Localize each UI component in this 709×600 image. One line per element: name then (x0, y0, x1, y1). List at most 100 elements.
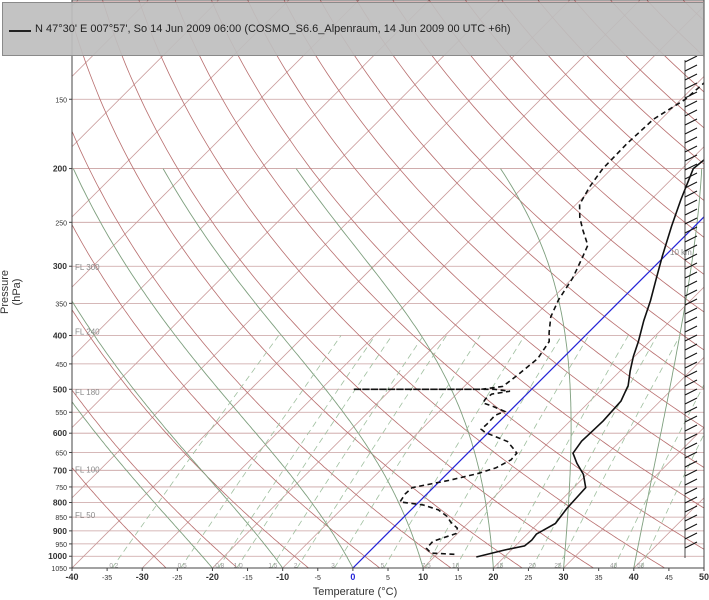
y-tick-label: 950 (55, 542, 67, 549)
legend: N 47°30' E 007°57', So 14 Jun 2009 06:00… (2, 2, 704, 56)
wind-barb (684, 199, 698, 207)
x-tick-label: 0 (350, 572, 355, 582)
x-tick-label: -35 (102, 575, 112, 582)
wind-barb (684, 172, 698, 180)
mixing-ratio-label: 1.0 (234, 562, 243, 569)
wind-barb (684, 226, 698, 234)
y-axis: 150 200 250 300 350 400 450 500 550 600 650 700 750 8… (48, 97, 72, 573)
y-tick-label: 900 (53, 526, 67, 536)
dry-adiabat (319, 0, 704, 390)
x-tick-label: 15 (454, 575, 462, 582)
dry-adiabat (72, 308, 309, 568)
mixing-ratio-line (236, 335, 393, 568)
y-axis-label: Pressure (hPa) (0, 269, 23, 315)
x-tick-label: 40 (629, 572, 639, 582)
x-tick-label: -15 (242, 575, 252, 582)
wind-barb (684, 487, 698, 495)
y-tick-label: 650 (55, 450, 67, 457)
wind-barb (684, 109, 698, 117)
wind-barb (684, 235, 698, 243)
mixing-ratio-line (296, 335, 447, 568)
wind-barb (684, 262, 698, 270)
wind-barbs (684, 55, 698, 558)
mixing-ratio-label: 0.5 (178, 562, 187, 569)
wind-barb (684, 469, 698, 477)
wind-barb (684, 352, 698, 360)
wind-barb (684, 532, 698, 540)
wind-barb (684, 298, 698, 306)
wind-barb (684, 127, 698, 135)
mixing-ratio-line (271, 335, 424, 568)
moist-adiabat (72, 401, 213, 568)
mixing-ratio-label: 0.8 (215, 562, 224, 569)
x-axis: -40 -35 -30 -25 -20 -15 -10 -5 0 5 10 15 20 25 30 35 40 4… (65, 568, 709, 582)
wind-barb (684, 163, 698, 171)
x-tick-label: 50 (699, 572, 709, 582)
height-label: 10 km (670, 248, 692, 257)
mixing-ratio-label: 10 (452, 562, 460, 569)
y-tick-label: 850 (55, 515, 67, 522)
mixing-ratio-label: 25 (554, 562, 562, 569)
temperature-profile (476, 158, 704, 558)
mixing-ratio-line (455, 335, 590, 568)
grid-layer: 0.2 0.5 0.8 1.0 1.5 2 3 5 7.5 10 15 20 25 40 50 (72, 0, 704, 569)
mixing-ratio-line (531, 335, 658, 568)
wind-barb (684, 190, 698, 198)
y-tick-label: 800 (53, 497, 67, 507)
x-tick-label: 5 (386, 575, 390, 582)
mixing-ratio-line (557, 335, 681, 568)
dry-adiabat (102, 0, 594, 568)
x-tick-label: -40 (65, 572, 78, 582)
mixing-ratio-line (613, 383, 704, 568)
mixing-ratio-label: 1.5 (268, 562, 277, 569)
dry-adiabat (392, 0, 704, 313)
dry-adiabat (138, 0, 665, 568)
y-tick-label: 750 (55, 485, 67, 492)
wind-barb (684, 136, 698, 144)
wind-barb (684, 289, 698, 297)
wind-barb (684, 397, 698, 405)
y-tick-label: 200 (53, 164, 67, 174)
y-tick-label: 1050 (51, 566, 67, 573)
flight-level-label: FL 300 (75, 263, 100, 272)
legend-label: N 47°30' E 007°57', So 14 Jun 2009 06:00… (35, 23, 511, 35)
wind-barb (684, 424, 698, 432)
wind-barb (684, 505, 698, 513)
dry-adiabat (72, 466, 167, 568)
y-tick-label: 300 (53, 261, 67, 271)
wind-barb (684, 325, 698, 333)
legend-line-swatch (9, 30, 31, 32)
mixing-ratio-label: 5 (381, 562, 385, 569)
wind-barb (684, 415, 698, 423)
wind-barb (684, 343, 698, 351)
y-tick-label: 400 (53, 331, 67, 341)
mixing-ratio-label: 15 (496, 562, 504, 569)
y-tick-label: 550 (55, 410, 67, 417)
isotherm-line (493, 356, 704, 568)
flight-level-label: FL 100 (75, 465, 100, 474)
wind-barb (684, 208, 698, 216)
wind-barb (684, 334, 698, 342)
mixing-ratio-line (111, 335, 280, 568)
isotherm-line (72, 0, 571, 499)
dry-adiabat (428, 0, 704, 275)
wind-barb (684, 514, 698, 522)
moist-adiabat (72, 300, 284, 568)
wind-barb (684, 541, 698, 549)
wind-barb (684, 460, 698, 468)
y-tick-label: 700 (53, 465, 67, 475)
moist-adiabat (72, 168, 354, 568)
dry-adiabat (464, 0, 704, 238)
y-tick-label: 600 (53, 428, 67, 438)
wind-barb (684, 100, 698, 108)
dry-adiabat (283, 0, 704, 429)
moist-adiabat (633, 168, 703, 568)
wind-barb (684, 442, 698, 450)
wind-barb (684, 181, 698, 189)
isotherm-line (72, 0, 220, 148)
isotherm-line (72, 0, 360, 288)
mixing-ratio-label: 3 (331, 562, 335, 569)
x-tick-label: 45 (665, 575, 673, 582)
wind-barb (684, 316, 698, 324)
wind-barb (684, 370, 698, 378)
